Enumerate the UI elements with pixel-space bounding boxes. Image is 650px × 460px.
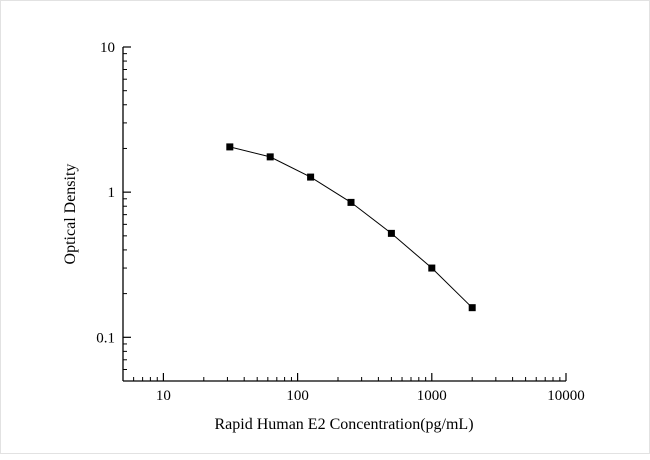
series-line: [229, 146, 473, 309]
plot-area: 10 100 1000 10000 0.1 1 10: [96, 40, 585, 404]
x-tick-label: 10: [156, 388, 171, 404]
data-point-marker: [468, 304, 476, 312]
y-tick-label: 10: [100, 40, 115, 56]
data-point-marker: [226, 143, 234, 151]
x-tick-label: 1000: [417, 388, 447, 404]
data-point-marker: [266, 153, 274, 161]
data-point-marker: [307, 173, 315, 181]
data-point-marker: [347, 198, 355, 206]
x-tick-label: 10000: [547, 388, 585, 404]
y-tick-label: 0.1: [96, 330, 115, 346]
y-axis-label: Optical Density: [62, 164, 79, 265]
y-tick-label: 1: [108, 185, 116, 201]
x-axis-label: Rapid Human E2 Concentration(pg/mL): [214, 416, 473, 433]
x-tick-label: 100: [286, 388, 309, 404]
data-point-marker: [387, 229, 395, 237]
data-point-marker: [428, 264, 436, 272]
